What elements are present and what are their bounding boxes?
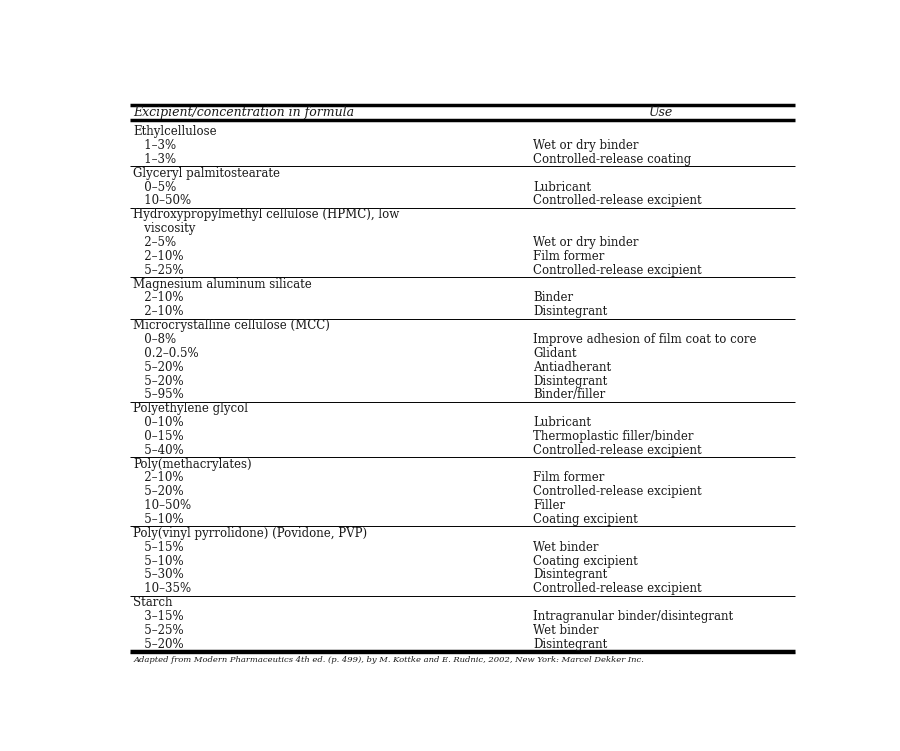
Text: Improve adhesion of film coat to core: Improve adhesion of film coat to core — [533, 333, 757, 346]
Text: 0–8%: 0–8% — [133, 333, 176, 346]
Text: 0–5%: 0–5% — [133, 181, 176, 194]
Text: Microcrystalline cellulose (MCC): Microcrystalline cellulose (MCC) — [133, 319, 330, 332]
Text: viscosity: viscosity — [133, 222, 196, 235]
Text: 3–15%: 3–15% — [133, 610, 184, 623]
Text: Polyethylene glycol: Polyethylene glycol — [133, 403, 248, 415]
Text: 5–10%: 5–10% — [133, 554, 184, 568]
Text: Magnesium aluminum silicate: Magnesium aluminum silicate — [133, 278, 312, 291]
Text: Film former: Film former — [533, 250, 605, 263]
Text: 2–10%: 2–10% — [133, 305, 184, 318]
Text: Thermoplastic filler/binder: Thermoplastic filler/binder — [533, 430, 694, 443]
Text: 5–20%: 5–20% — [133, 638, 184, 650]
Text: 5–20%: 5–20% — [133, 375, 184, 388]
Text: Wet or dry binder: Wet or dry binder — [533, 236, 639, 249]
Text: 5–20%: 5–20% — [133, 485, 184, 499]
Text: Disintegrant: Disintegrant — [533, 638, 608, 650]
Text: 2–10%: 2–10% — [133, 291, 184, 304]
Text: Glidant: Glidant — [533, 347, 577, 360]
Text: 2–10%: 2–10% — [133, 250, 184, 263]
Text: 5–15%: 5–15% — [133, 541, 184, 553]
Text: Coating excipient: Coating excipient — [533, 513, 638, 526]
Text: Adapted from Modern Pharmaceutics 4th ed. (p. 499), by M. Kottke and E. Rudnic, : Adapted from Modern Pharmaceutics 4th ed… — [133, 656, 644, 664]
Text: Controlled-release excipient: Controlled-release excipient — [533, 264, 702, 276]
Text: Controlled-release excipient: Controlled-release excipient — [533, 444, 702, 457]
Text: Controlled-release excipient: Controlled-release excipient — [533, 582, 702, 596]
Text: Disintegrant: Disintegrant — [533, 569, 608, 581]
Text: Filler: Filler — [533, 499, 565, 512]
Text: Wet binder: Wet binder — [533, 624, 598, 637]
Text: 5–40%: 5–40% — [133, 444, 184, 457]
Text: 1–3%: 1–3% — [133, 139, 176, 152]
Text: Controlled-release coating: Controlled-release coating — [533, 153, 691, 166]
Text: Disintegrant: Disintegrant — [533, 375, 608, 388]
Text: 5–20%: 5–20% — [133, 360, 184, 374]
Text: Wet or dry binder: Wet or dry binder — [533, 139, 639, 152]
Text: 0–15%: 0–15% — [133, 430, 184, 443]
Text: Glyceryl palmitostearate: Glyceryl palmitostearate — [133, 167, 281, 179]
Text: 5–10%: 5–10% — [133, 513, 184, 526]
Text: Coating excipient: Coating excipient — [533, 554, 638, 568]
Text: 10–50%: 10–50% — [133, 195, 192, 207]
Text: Lubricant: Lubricant — [533, 416, 591, 429]
Text: Use: Use — [649, 106, 673, 119]
Text: Poly(methacrylates): Poly(methacrylates) — [133, 457, 252, 471]
Text: Excipient/concentration in formula: Excipient/concentration in formula — [133, 106, 355, 119]
Text: Controlled-release excipient: Controlled-release excipient — [533, 485, 702, 499]
Text: Disintegrant: Disintegrant — [533, 305, 608, 318]
Text: Poly(vinyl pyrrolidone) (Povidone, PVP): Poly(vinyl pyrrolidone) (Povidone, PVP) — [133, 527, 367, 540]
Text: 10–35%: 10–35% — [133, 582, 192, 596]
Text: Antiadherant: Antiadherant — [533, 360, 611, 374]
Text: Binder: Binder — [533, 291, 573, 304]
Text: 0.2–0.5%: 0.2–0.5% — [133, 347, 199, 360]
Text: 2–10%: 2–10% — [133, 472, 184, 484]
Text: 1–3%: 1–3% — [133, 153, 176, 166]
Text: Lubricant: Lubricant — [533, 181, 591, 194]
Text: Film former: Film former — [533, 472, 605, 484]
Text: 5–25%: 5–25% — [133, 624, 184, 637]
Text: 5–30%: 5–30% — [133, 569, 184, 581]
Text: 5–95%: 5–95% — [133, 388, 184, 401]
Text: 2–5%: 2–5% — [133, 236, 176, 249]
Text: Starch: Starch — [133, 596, 173, 609]
Text: Wet binder: Wet binder — [533, 541, 598, 553]
Text: 0–10%: 0–10% — [133, 416, 184, 429]
Text: Controlled-release excipient: Controlled-release excipient — [533, 195, 702, 207]
Text: Intragranular binder/disintegrant: Intragranular binder/disintegrant — [533, 610, 734, 623]
Text: 5–25%: 5–25% — [133, 264, 184, 276]
Text: Hydroxypropylmethyl cellulose (HPMC), low: Hydroxypropylmethyl cellulose (HPMC), lo… — [133, 208, 400, 222]
Text: Ethylcellulose: Ethylcellulose — [133, 125, 217, 138]
Text: Binder/filler: Binder/filler — [533, 388, 606, 401]
Text: 10–50%: 10–50% — [133, 499, 192, 512]
